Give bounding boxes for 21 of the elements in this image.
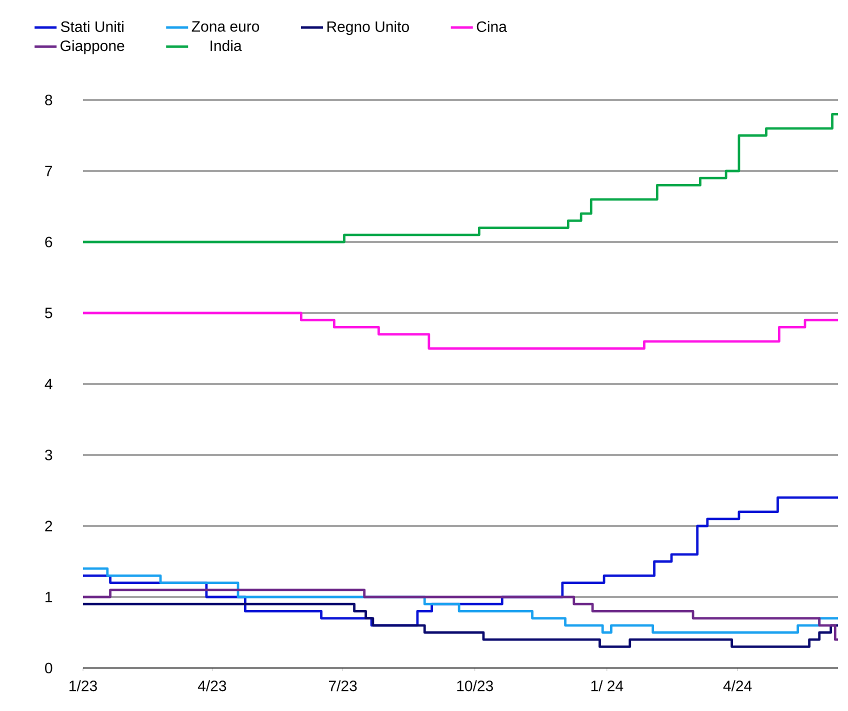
legend-label: India: [210, 40, 242, 52]
y-tick-label: 3: [45, 450, 52, 460]
y-tick-label: 0: [45, 662, 52, 674]
y-tick-label: 1: [46, 592, 52, 602]
y-tick-label: 6: [45, 236, 52, 248]
legend-label: Zona euro: [192, 21, 260, 32]
x-tick-label: 4/24: [723, 680, 752, 692]
y-tick-label: 4: [44, 378, 52, 390]
legend-label: Giappone: [60, 40, 124, 54]
y-tick-label: 7: [45, 166, 52, 176]
legend-label: Stati Uniti: [60, 20, 124, 32]
legend-label: Cina: [476, 20, 507, 32]
x-tick-label: 1/23: [70, 680, 97, 692]
y-tick-label: 5: [45, 308, 52, 318]
x-tick-label: 4/23: [198, 680, 226, 692]
y-tick-label: 8: [45, 94, 52, 106]
y-tick-label: 2: [45, 520, 52, 532]
legend-label: Regno Unito: [327, 20, 409, 35]
x-tick-label: 10/23: [457, 680, 493, 692]
x-tick-label: 7/23: [328, 680, 357, 692]
x-tick-label: 1/ 24: [591, 680, 624, 692]
